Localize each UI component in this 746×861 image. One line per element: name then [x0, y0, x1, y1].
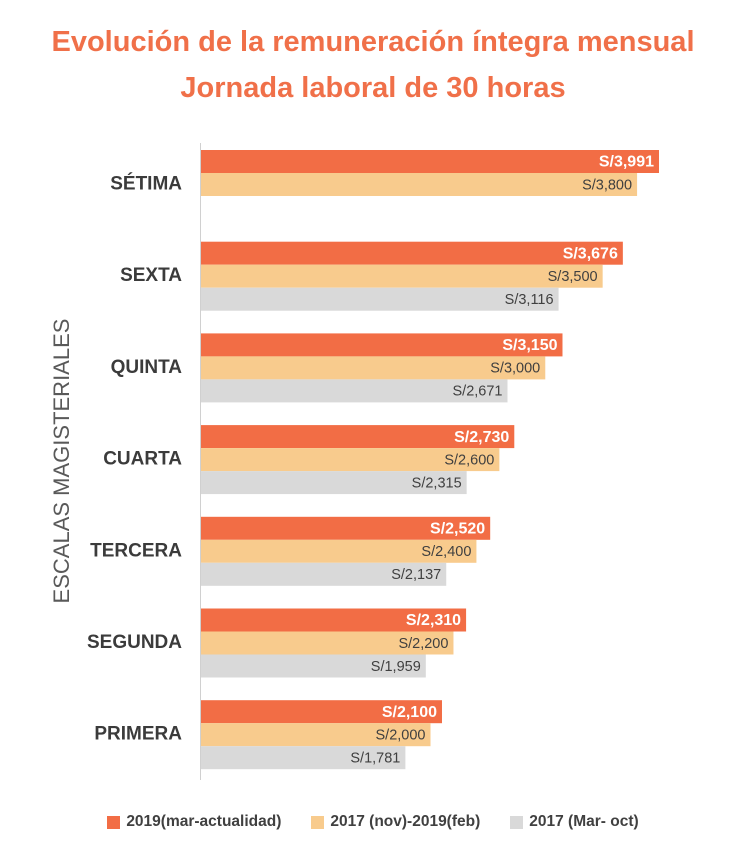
data-label: S/1,781 [350, 751, 400, 767]
bar-series-3 [201, 287, 559, 311]
data-label: S/2,000 [376, 728, 426, 744]
data-label: S/3,500 [548, 269, 598, 285]
bar-series-2 [201, 356, 546, 380]
bar-series-2 [201, 539, 477, 563]
category-label: CUARTA [103, 449, 182, 470]
bar-series-2 [201, 173, 638, 196]
bar-series-1 [201, 516, 491, 540]
data-label: S/2,400 [421, 544, 471, 560]
data-label: S/2,315 [412, 475, 462, 491]
legend-item: 2017 (nov)-2019(feb) [311, 813, 480, 831]
data-label: S/1,959 [371, 659, 421, 675]
bar-series-1 [201, 333, 563, 357]
chart-subtitle: Jornada laboral de 30 horas [180, 72, 566, 104]
bar-series-1 [201, 150, 659, 173]
category-label: SEGUNDA [87, 632, 182, 653]
bar-series-2 [201, 264, 603, 288]
bar-series-1 [201, 700, 442, 724]
legend-label: 2019(mar-actualidad) [126, 813, 282, 830]
category-label: QUINTA [111, 357, 183, 378]
bar-series-2 [201, 448, 500, 472]
data-label: S/3,116 [505, 292, 554, 308]
data-label: S/3,150 [502, 337, 557, 354]
bar-series-2 [201, 631, 454, 655]
bar-series-3 [201, 654, 426, 678]
legend-label: 2017 (Mar- oct) [529, 813, 639, 830]
category-label: PRIMERA [94, 724, 182, 745]
bar-series-3 [201, 746, 406, 770]
data-label: S/3,000 [490, 361, 540, 377]
y-axis-title: ESCALAS MAGISTERIALES [49, 319, 74, 604]
data-label: S/3,991 [599, 154, 654, 171]
data-label: S/3,676 [563, 245, 618, 262]
legend: 2019(mar-actualidad) 2017 (nov)-2019(feb)… [0, 813, 746, 831]
chart-title: Evolución de la remuneración íntegra men… [51, 26, 695, 58]
bar-series-1 [201, 425, 515, 449]
data-label: S/2,200 [398, 636, 448, 652]
bar-series-3 [201, 379, 508, 403]
data-label: S/2,730 [454, 429, 509, 446]
category-label: SÉTIMA [110, 173, 182, 195]
bar-series-3 [201, 562, 447, 586]
data-label: S/2,600 [444, 452, 494, 468]
legend-swatch [107, 815, 121, 829]
data-label: S/2,671 [453, 384, 503, 400]
data-label: S/3,800 [582, 177, 632, 193]
data-label: S/2,137 [391, 567, 441, 583]
legend-item: 2017 (Mar- oct) [510, 813, 639, 831]
legend-swatch [510, 815, 524, 829]
legend-label: 2017 (nov)-2019(feb) [330, 813, 481, 830]
category-label: SEXTA [120, 265, 182, 286]
category-label: TERCERA [90, 540, 182, 561]
data-label: S/2,100 [382, 704, 437, 721]
legend-item: 2019(mar-actualidad) [107, 813, 281, 831]
bar-series-1 [201, 241, 623, 265]
data-label: S/2,520 [430, 521, 485, 538]
bar-series-2 [201, 723, 431, 747]
bar-series-1 [201, 608, 467, 632]
bar-series-3 [201, 471, 467, 495]
data-label: S/2,310 [406, 612, 461, 629]
legend-swatch [311, 815, 325, 829]
